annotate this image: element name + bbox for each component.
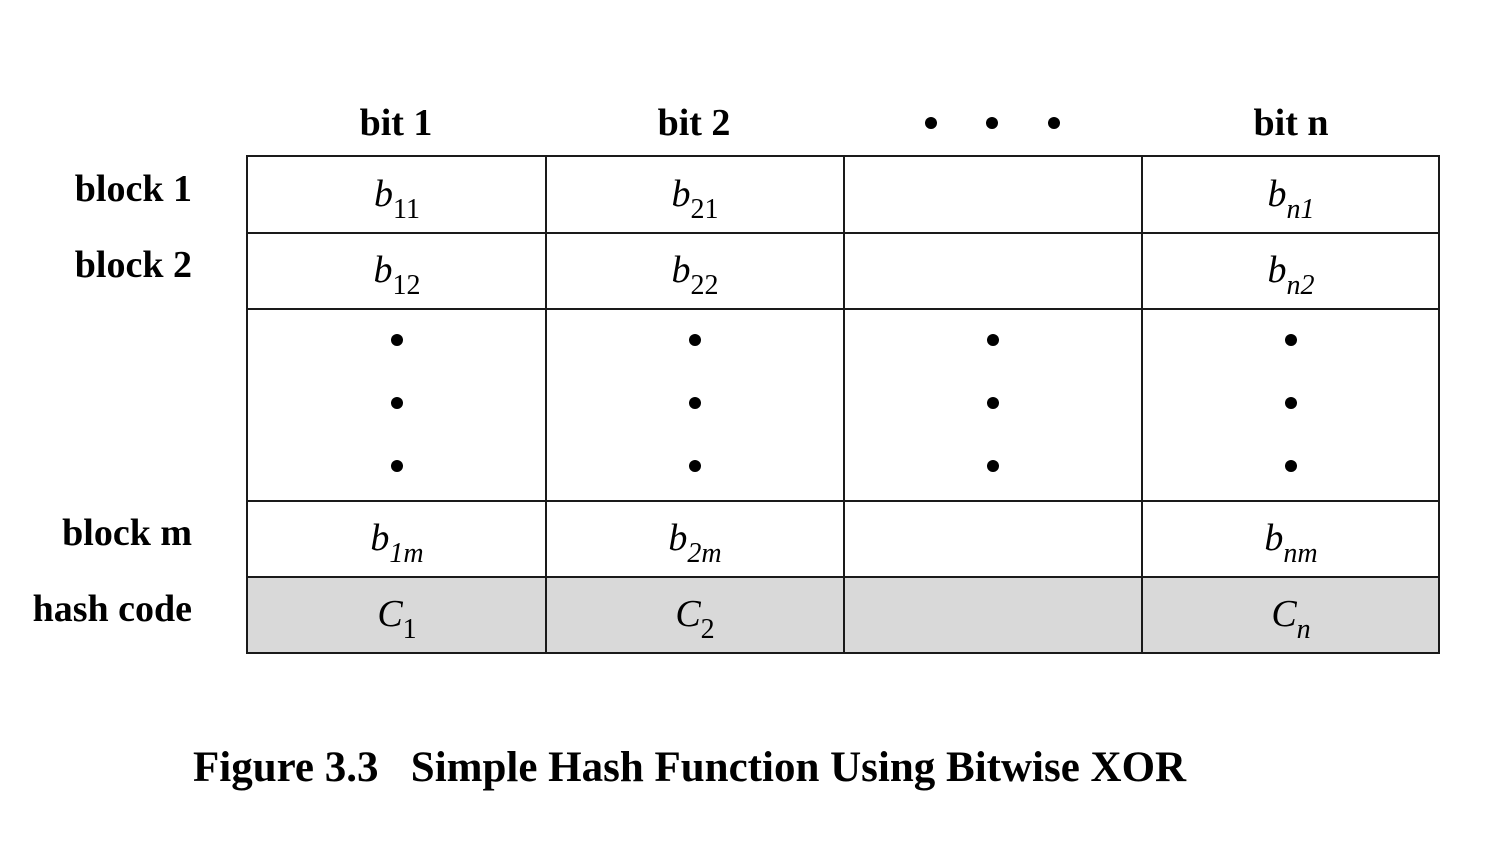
vertical-ellipsis-icon	[546, 309, 844, 499]
bit-block-grid: b11 b21 bn1 b12 b22 bn2 b1m b2m bnm C1 C…	[246, 155, 1440, 654]
cell-bnm: bnm	[1264, 517, 1318, 569]
column-header-bit-n: bit n	[1253, 102, 1329, 144]
cell-cn: Cn	[1271, 593, 1311, 645]
column-header-ellipsis	[843, 98, 1141, 148]
row-label-hash-code: hash code	[32, 588, 192, 630]
vertical-ellipsis-icon	[1142, 309, 1440, 499]
cell-c1: C1	[377, 593, 417, 645]
cell-b12: b12	[373, 249, 421, 301]
cell-b21: b21	[671, 173, 719, 225]
cell-c2: C2	[675, 593, 715, 645]
cell-b11: b11	[374, 173, 420, 225]
figure-title: Simple Hash Function Using Bitwise XOR	[410, 744, 1187, 791]
row-label-block-m: block m	[62, 512, 192, 554]
cell-bn2: bn2	[1267, 249, 1315, 301]
figure-caption: Figure 3.3 Simple Hash Function Using Bi…	[193, 742, 1186, 794]
horizontal-ellipsis-icon	[843, 98, 1141, 148]
cell-b1m: b1m	[370, 517, 424, 569]
cell-b2m: b2m	[668, 517, 722, 569]
row-label-block-1: block 1	[74, 168, 192, 210]
row-label-block-2: block 2	[74, 244, 192, 286]
vertical-ellipsis-icon	[248, 309, 546, 499]
vertical-ellipsis-icon	[844, 309, 1142, 499]
column-header-bit-2: bit 2	[657, 102, 731, 144]
figure-number: Figure 3.3	[193, 744, 379, 791]
column-header-bit-1: bit 1	[359, 102, 433, 144]
cell-bn1: bn1	[1267, 173, 1315, 225]
cell-b22: b22	[671, 249, 719, 301]
